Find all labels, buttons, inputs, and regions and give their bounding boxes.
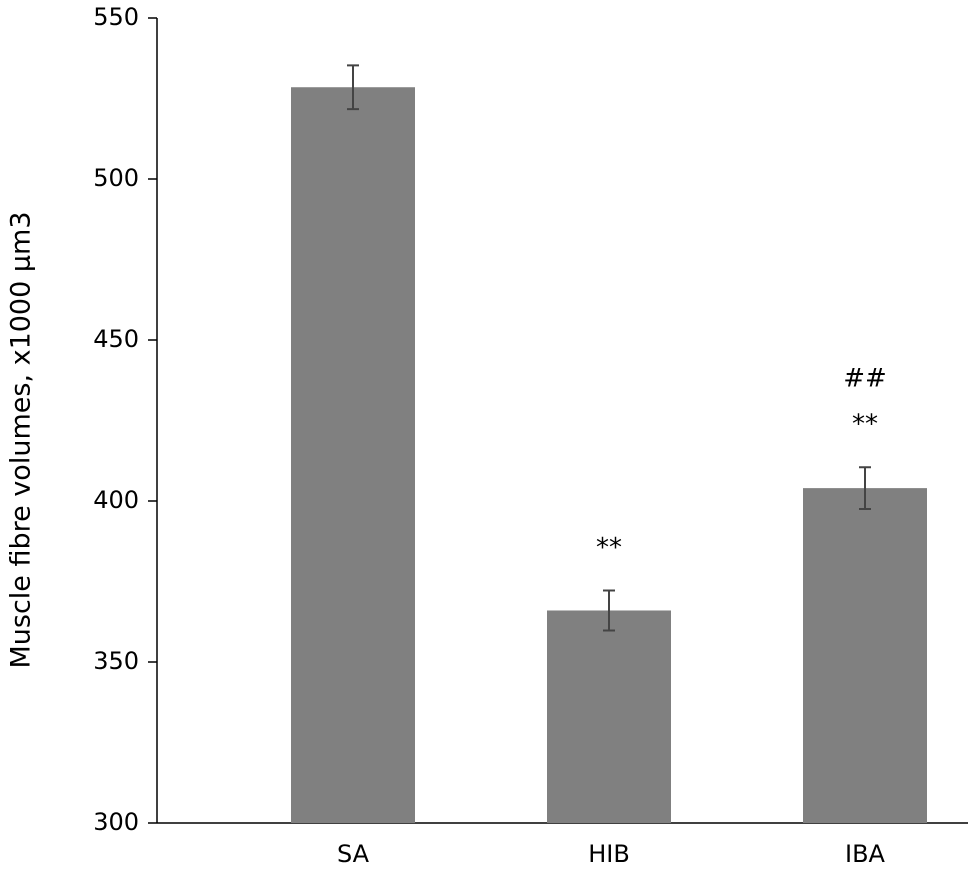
bar (291, 87, 415, 824)
y-tick-label: 300 (93, 808, 139, 836)
y-axis-label: Muscle fibre volumes, x1000 µm3 (6, 211, 37, 668)
bar (803, 488, 927, 823)
annotation: ** (596, 533, 622, 563)
y-tick-label: 500 (93, 164, 139, 192)
bar (547, 610, 671, 823)
annotation: ** (852, 410, 878, 440)
y-tick-label: 550 (93, 3, 139, 31)
error-bar (859, 466, 871, 511)
x-tick-label: HIB (588, 840, 630, 868)
error-bar (347, 64, 359, 111)
annotation: ## (843, 364, 887, 394)
y-tick-label: 400 (93, 486, 139, 514)
y-tick-label: 450 (93, 325, 139, 353)
x-tick-label: IBA (845, 840, 886, 868)
y-tick-label: 350 (93, 647, 139, 675)
error-bar (603, 589, 615, 632)
x-tick-label: SA (337, 840, 370, 868)
